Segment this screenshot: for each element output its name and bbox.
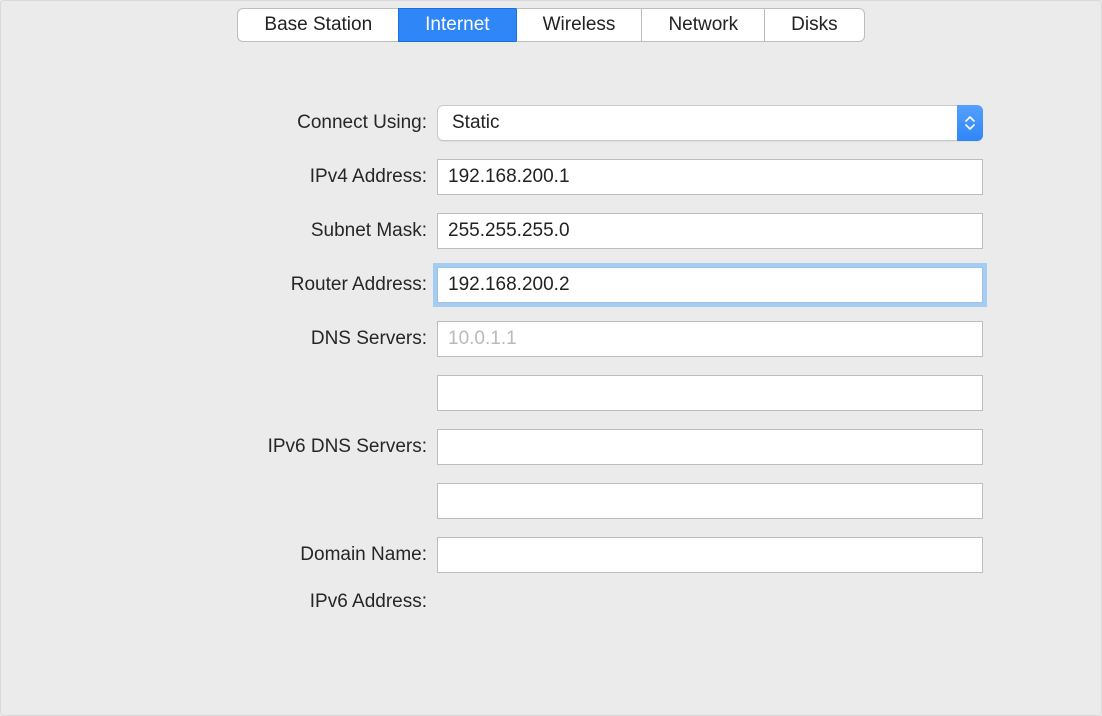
input-dns-server-1[interactable] xyxy=(437,321,983,357)
input-dns-server-2[interactable] xyxy=(437,375,983,411)
row-router-address: Router Address: xyxy=(1,267,1061,303)
tab-base-station[interactable]: Base Station xyxy=(237,8,398,42)
tab-label: Network xyxy=(668,14,738,36)
row-ipv6-dns-servers-2: . xyxy=(1,483,1061,519)
tab-disks[interactable]: Disks xyxy=(764,8,864,42)
label-ipv4-address: IPv4 Address: xyxy=(1,166,437,188)
row-connect-using: Connect Using: Static xyxy=(1,105,1061,141)
select-value: Static xyxy=(452,112,500,134)
label-router-address: Router Address: xyxy=(1,274,437,296)
row-dns-servers-2: . xyxy=(1,375,1061,411)
label-ipv6-dns-servers: IPv6 DNS Servers: xyxy=(1,436,437,458)
stepper-icon xyxy=(957,105,983,141)
label-subnet-mask: Subnet Mask: xyxy=(1,220,437,242)
input-router-address[interactable] xyxy=(437,267,983,303)
tab-internet[interactable]: Internet xyxy=(398,8,515,42)
input-domain-name[interactable] xyxy=(437,537,983,573)
label-dns-servers: DNS Servers: xyxy=(1,328,437,350)
label-ipv6-address: IPv6 Address: xyxy=(1,591,437,613)
tab-network[interactable]: Network xyxy=(641,8,764,42)
input-ipv6-dns-server-1[interactable] xyxy=(437,429,983,465)
row-subnet-mask: Subnet Mask: xyxy=(1,213,1061,249)
label-domain-name: Domain Name: xyxy=(1,544,437,566)
input-subnet-mask[interactable] xyxy=(437,213,983,249)
tab-label: Disks xyxy=(791,14,837,36)
tab-wireless[interactable]: Wireless xyxy=(516,8,642,42)
internet-form: Connect Using: Static IPv4 Address: xyxy=(1,105,1101,613)
row-domain-name: Domain Name: xyxy=(1,537,1061,573)
row-ipv6-dns-servers-1: IPv6 DNS Servers: xyxy=(1,429,1061,465)
tab-bar: Base Station Internet Wireless Network D… xyxy=(1,8,1101,42)
row-ipv4-address: IPv4 Address: xyxy=(1,159,1061,195)
row-dns-servers-1: DNS Servers: xyxy=(1,321,1061,357)
tab-label: Internet xyxy=(425,14,489,36)
tab-label: Base Station xyxy=(264,14,372,36)
select-display: Static xyxy=(437,105,983,141)
chevron-up-icon xyxy=(965,116,975,122)
tab-label: Wireless xyxy=(543,14,616,36)
label-connect-using: Connect Using: xyxy=(1,112,437,134)
input-ipv6-dns-server-2[interactable] xyxy=(437,483,983,519)
input-ipv4-address[interactable] xyxy=(437,159,983,195)
chevron-down-icon xyxy=(965,124,975,130)
settings-panel: Base Station Internet Wireless Network D… xyxy=(0,0,1102,716)
row-ipv6-address: IPv6 Address: xyxy=(1,591,1061,613)
select-connect-using[interactable]: Static xyxy=(437,105,983,141)
